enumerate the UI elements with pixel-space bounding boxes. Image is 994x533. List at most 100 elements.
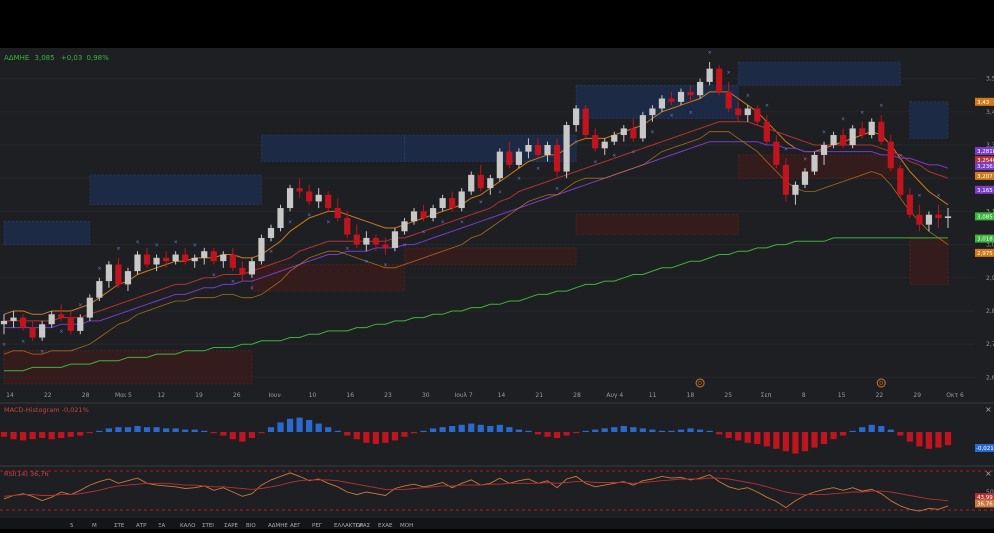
macd-bar — [134, 426, 141, 432]
price-tag-label: 3,018 — [977, 237, 993, 243]
candle-body — [935, 214, 942, 219]
macd-bar — [515, 429, 523, 432]
macd-bar — [325, 427, 332, 432]
candle — [792, 181, 799, 205]
purple-ma-line — [4, 141, 949, 329]
price-tag-label: 3,207 — [977, 174, 993, 180]
candle — [115, 257, 122, 288]
candle — [849, 125, 856, 149]
candle-body — [553, 144, 561, 172]
macd-bar — [48, 432, 55, 440]
toolbar-item[interactable]: ΕΧΑΕ — [378, 523, 393, 529]
price-tag-box — [975, 248, 994, 257]
psar-dot: × — [574, 140, 578, 146]
psar-dot: × — [898, 153, 902, 159]
psar-dot: × — [97, 266, 101, 272]
psar-dot: × — [803, 156, 807, 162]
toolbar-item[interactable]: M — [92, 523, 97, 529]
candle-body — [534, 144, 542, 155]
candle-body — [696, 81, 704, 96]
psar-dot: × — [78, 302, 82, 308]
macd-bar — [77, 432, 84, 436]
candle-body — [143, 254, 151, 265]
macd-close-icon[interactable]: × — [985, 405, 992, 414]
x-tick-label: 12 — [157, 392, 165, 399]
macd-bar — [496, 424, 503, 432]
candle-body — [487, 178, 494, 189]
psar-dot: × — [383, 262, 387, 268]
candle-body — [515, 151, 523, 165]
candle — [830, 131, 837, 149]
candle-body — [410, 211, 418, 222]
candle — [687, 85, 694, 102]
macd-bar — [592, 429, 599, 432]
candle-body — [868, 121, 875, 136]
psar-dot: × — [116, 246, 120, 252]
candle — [77, 314, 84, 335]
toolbar-item[interactable]: 5 — [70, 523, 74, 529]
candle — [525, 138, 532, 159]
supply-zone — [909, 101, 949, 139]
x-tick-label: Ιουν — [268, 392, 281, 399]
toolbar-item[interactable]: ΣΤΕΙ — [202, 523, 214, 529]
toolbar-item[interactable]: ΒΙΟ — [246, 523, 256, 529]
x-tick-label: Σεπ — [761, 392, 772, 399]
toolbar-item[interactable]: ΜΟΗ — [400, 523, 413, 529]
toolbar-item[interactable]: ΓΛΑΣ — [356, 523, 371, 529]
macd-bar — [410, 432, 418, 434]
toolbar-item[interactable]: ΚΑΛΟ — [180, 523, 196, 529]
candle — [944, 208, 952, 228]
y-tick-label: 3,0 — [986, 242, 994, 249]
candle — [325, 191, 332, 212]
toolbar-item[interactable]: ΞΑ — [158, 523, 165, 529]
demand-zone — [575, 214, 739, 235]
macd-bar — [887, 429, 894, 432]
candle — [878, 115, 885, 145]
macd-bar — [334, 430, 341, 432]
candle — [449, 191, 456, 212]
supply-zone — [737, 61, 901, 86]
macd-bar — [573, 432, 580, 434]
macd-bar — [172, 428, 179, 432]
toolbar-item[interactable]: ΕΛΛΑΚΤΩΡ — [334, 523, 364, 529]
candle — [897, 164, 904, 199]
toolbar-item[interactable]: ΑΔΜΗΕ — [268, 523, 288, 529]
candle — [143, 247, 151, 268]
candle — [353, 224, 360, 248]
demand-zone — [251, 264, 405, 292]
candle-body — [859, 128, 866, 136]
supply-zone — [575, 84, 739, 119]
psar-dot: × — [498, 189, 502, 195]
candle — [553, 138, 561, 179]
macd-bar — [296, 417, 303, 432]
rsi-close-icon[interactable]: × — [985, 469, 992, 478]
rsi-tag-box — [975, 493, 994, 502]
price-tag-box — [975, 171, 994, 180]
toolbar-item[interactable]: ΡΕΓ — [312, 523, 323, 529]
psar-dot: × — [155, 243, 159, 249]
candle-body — [58, 314, 65, 318]
psar-dot: × — [631, 150, 635, 156]
macd-bar — [687, 428, 694, 432]
toolbar-item[interactable]: ΣΑΡΕ — [224, 523, 239, 529]
rsi-lines — [3, 472, 949, 512]
candle — [906, 188, 913, 219]
macd-bar — [353, 432, 360, 440]
candle-body — [811, 154, 818, 172]
macd-bar — [143, 427, 151, 432]
toolbar-item[interactable]: ΑΕΓ — [290, 523, 301, 529]
psar-dot: × — [612, 153, 616, 159]
candle-body — [0, 320, 8, 325]
x-tick-label: 14 — [6, 392, 14, 399]
candle — [105, 261, 112, 288]
candle — [439, 194, 446, 212]
candle-body — [840, 135, 847, 145]
rsi-tag-box — [975, 499, 994, 508]
candle — [887, 135, 894, 172]
toolbar-item[interactable]: ΣΤΕ — [114, 523, 125, 529]
toolbar-item[interactable]: ΑΤΡ — [136, 523, 147, 529]
candle-body — [306, 191, 313, 202]
